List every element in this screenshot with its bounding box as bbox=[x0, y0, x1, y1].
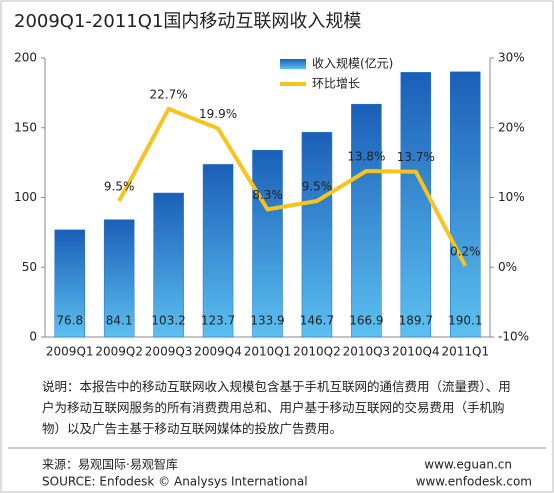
data-label: 103.2 bbox=[151, 314, 185, 328]
y-tick-label: 0 bbox=[29, 330, 37, 344]
x-tick-label: 2009Q3 bbox=[145, 345, 193, 359]
source: SOURCE: Enfodesk © Analysys Internationa… bbox=[42, 475, 308, 489]
legend-swatch bbox=[280, 59, 306, 69]
data-label: 9.5% bbox=[104, 179, 135, 193]
data-label: 133.9 bbox=[250, 314, 284, 328]
note: 说明：本报告中的移动互联网收入规模包含基于手机互联网的通信费用（流量费）、用户为… bbox=[42, 379, 511, 436]
data-label: 8.3% bbox=[252, 188, 283, 202]
data-label: 13.8% bbox=[347, 149, 385, 163]
bar bbox=[103, 219, 135, 338]
bar bbox=[400, 72, 432, 338]
y2-tick-label: 0% bbox=[498, 260, 517, 274]
bar bbox=[450, 71, 481, 338]
y2-tick-label: 30% bbox=[498, 51, 525, 65]
source: 来源：易观国际·易观智库 bbox=[42, 457, 178, 472]
x-tick-label: 2011Q1 bbox=[441, 345, 489, 359]
bar bbox=[153, 192, 184, 338]
data-label: 19.9% bbox=[199, 107, 237, 121]
data-label: 146.7 bbox=[300, 314, 334, 328]
data-label: 123.7 bbox=[201, 314, 235, 328]
y2-tick-label: -10% bbox=[498, 330, 529, 344]
data-label: 9.5% bbox=[302, 179, 333, 193]
x-tick-label: 2009Q1 bbox=[46, 345, 94, 359]
website: www.eguan.cn bbox=[424, 458, 512, 472]
x-tick-label: 2009Q2 bbox=[95, 345, 143, 359]
chart-title: 2009Q1-2011Q1国内移动互联网收入规模 bbox=[14, 11, 361, 32]
x-tick-label: 2010Q4 bbox=[392, 345, 440, 359]
y2-tick-label: 10% bbox=[498, 190, 525, 204]
bar bbox=[54, 229, 85, 338]
data-label: 189.7 bbox=[399, 314, 433, 328]
bar bbox=[351, 103, 382, 338]
x-tick-label: 2010Q3 bbox=[343, 345, 391, 359]
legend-label: 收入规模(亿元) bbox=[312, 56, 393, 71]
data-label: 84.1 bbox=[106, 314, 133, 328]
data-label: 166.9 bbox=[349, 314, 383, 328]
y-tick-label: 50 bbox=[22, 260, 37, 274]
line bbox=[117, 106, 468, 267]
y-tick-label: 100 bbox=[14, 190, 37, 204]
data-label: 13.7% bbox=[397, 150, 435, 164]
bar bbox=[301, 132, 333, 338]
data-label: 76.8 bbox=[56, 314, 83, 328]
y-tick-label: 200 bbox=[14, 51, 37, 65]
y-tick-label: 150 bbox=[14, 120, 37, 134]
x-tick-label: 2009Q4 bbox=[194, 345, 242, 359]
data-label: 22.7% bbox=[150, 87, 188, 101]
legend-label: 环比增长 bbox=[312, 77, 360, 91]
x-tick-label: 2010Q1 bbox=[244, 345, 292, 359]
data-label: 0.2% bbox=[450, 244, 481, 258]
y2-tick-label: 20% bbox=[498, 120, 525, 134]
x-tick-label: 2010Q2 bbox=[293, 345, 341, 359]
website: www.enfodesk.com bbox=[416, 475, 532, 489]
bar bbox=[252, 149, 283, 338]
bar bbox=[202, 164, 234, 338]
data-label: 190.1 bbox=[448, 314, 482, 328]
